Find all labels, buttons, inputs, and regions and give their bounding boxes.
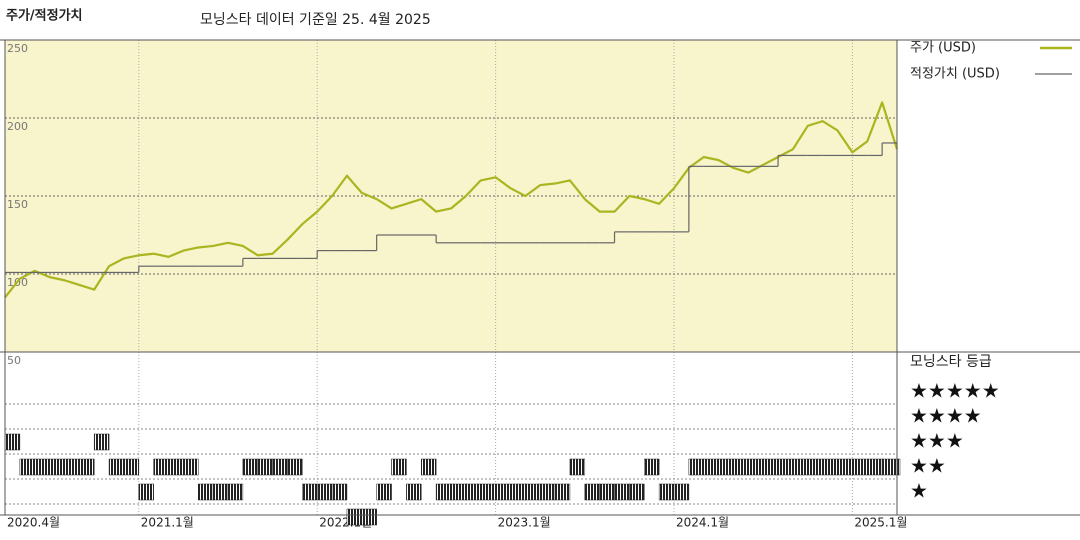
x-tick-label: 2023.1월 bbox=[498, 516, 551, 530]
rating-bar bbox=[287, 458, 303, 476]
rating-bar bbox=[852, 458, 868, 476]
rating-bar bbox=[688, 458, 704, 476]
rating-bar bbox=[198, 483, 214, 501]
rating-bar bbox=[450, 483, 467, 501]
legend-label: 적정가치 (USD) bbox=[910, 67, 1000, 82]
rating-bar bbox=[465, 483, 481, 501]
rating-bar bbox=[406, 483, 422, 501]
rating-bar bbox=[361, 508, 377, 526]
rating-bar bbox=[153, 458, 169, 476]
rating-bar bbox=[108, 458, 125, 476]
rating-bar bbox=[658, 483, 675, 501]
rating-label: ★★★★★ bbox=[910, 379, 1000, 403]
x-tick-label: 2021.1월 bbox=[141, 516, 194, 530]
x-tick-label: 2024.1월 bbox=[676, 516, 729, 530]
rating-bar bbox=[123, 458, 140, 476]
rating-bar bbox=[34, 458, 50, 476]
rating-label: ★★ bbox=[910, 454, 946, 478]
legend-label: 주가 (USD) bbox=[910, 41, 976, 56]
rating-bar bbox=[495, 483, 511, 501]
rating-bar bbox=[673, 483, 690, 501]
rating-bar bbox=[822, 458, 838, 476]
rating-bar bbox=[391, 458, 407, 476]
rating-title: 모닝스타 등급 bbox=[910, 354, 992, 370]
rating-label: ★ bbox=[910, 479, 928, 503]
rating-bar bbox=[138, 483, 154, 501]
rating-bar bbox=[644, 458, 660, 476]
rating-bar bbox=[257, 458, 273, 476]
x-tick-label: 2020.4월 bbox=[7, 516, 60, 530]
rating-bar bbox=[510, 483, 526, 501]
rating-bar bbox=[212, 483, 229, 501]
rating-bar bbox=[792, 458, 809, 476]
chart-title: 주가/적정가치 bbox=[6, 8, 83, 24]
rating-bar bbox=[272, 458, 288, 476]
rating-bar bbox=[64, 458, 80, 476]
rating-bar bbox=[376, 483, 392, 501]
rating-bar bbox=[346, 508, 363, 526]
x-tick-label: 2025.1월 bbox=[854, 516, 907, 530]
rating-bar bbox=[733, 458, 749, 476]
rating-bar bbox=[614, 483, 630, 501]
y-tick-label: 250 bbox=[7, 42, 28, 55]
rating-bar bbox=[49, 458, 65, 476]
price-line bbox=[4, 101, 899, 299]
rating-bar bbox=[4, 433, 21, 451]
rating-label: ★★★ bbox=[910, 429, 964, 453]
rating-bar bbox=[19, 458, 35, 476]
rating-bar bbox=[584, 483, 600, 501]
chart-subtitle: 모닝스타 데이터 기준일 25. 4월 2025 bbox=[200, 12, 431, 28]
rating-bar bbox=[703, 458, 719, 476]
rating-bar bbox=[748, 458, 764, 476]
rating-bar bbox=[599, 483, 615, 501]
rating-bar bbox=[569, 458, 586, 476]
rating-bar bbox=[837, 458, 853, 476]
rating-bar bbox=[435, 483, 452, 501]
rating-bar bbox=[79, 458, 95, 476]
rating-bar bbox=[183, 458, 199, 476]
rating-bar bbox=[867, 458, 883, 476]
rating-bar bbox=[168, 458, 184, 476]
rating-bar bbox=[316, 483, 333, 501]
rating-bar bbox=[554, 483, 571, 501]
rating-bar bbox=[302, 483, 318, 501]
rating-bar bbox=[777, 458, 794, 476]
rating-bar bbox=[227, 483, 244, 501]
y-tick-label: 50 bbox=[7, 354, 21, 367]
rating-bar bbox=[93, 433, 110, 451]
rating-bar bbox=[331, 483, 348, 501]
rating-bar bbox=[480, 483, 496, 501]
y-tick-label: 150 bbox=[7, 198, 28, 211]
rating-bar bbox=[242, 458, 258, 476]
rating-bar bbox=[539, 483, 556, 501]
rating-bar bbox=[762, 458, 779, 476]
rating-bar bbox=[629, 483, 645, 501]
rating-bar bbox=[881, 458, 898, 476]
rating-bar bbox=[718, 458, 734, 476]
rating-bar bbox=[421, 458, 437, 476]
rating-bar bbox=[525, 483, 541, 501]
rating-label: ★★★★ bbox=[910, 404, 982, 428]
y-tick-label: 200 bbox=[7, 120, 28, 133]
rating-bar bbox=[807, 458, 823, 476]
